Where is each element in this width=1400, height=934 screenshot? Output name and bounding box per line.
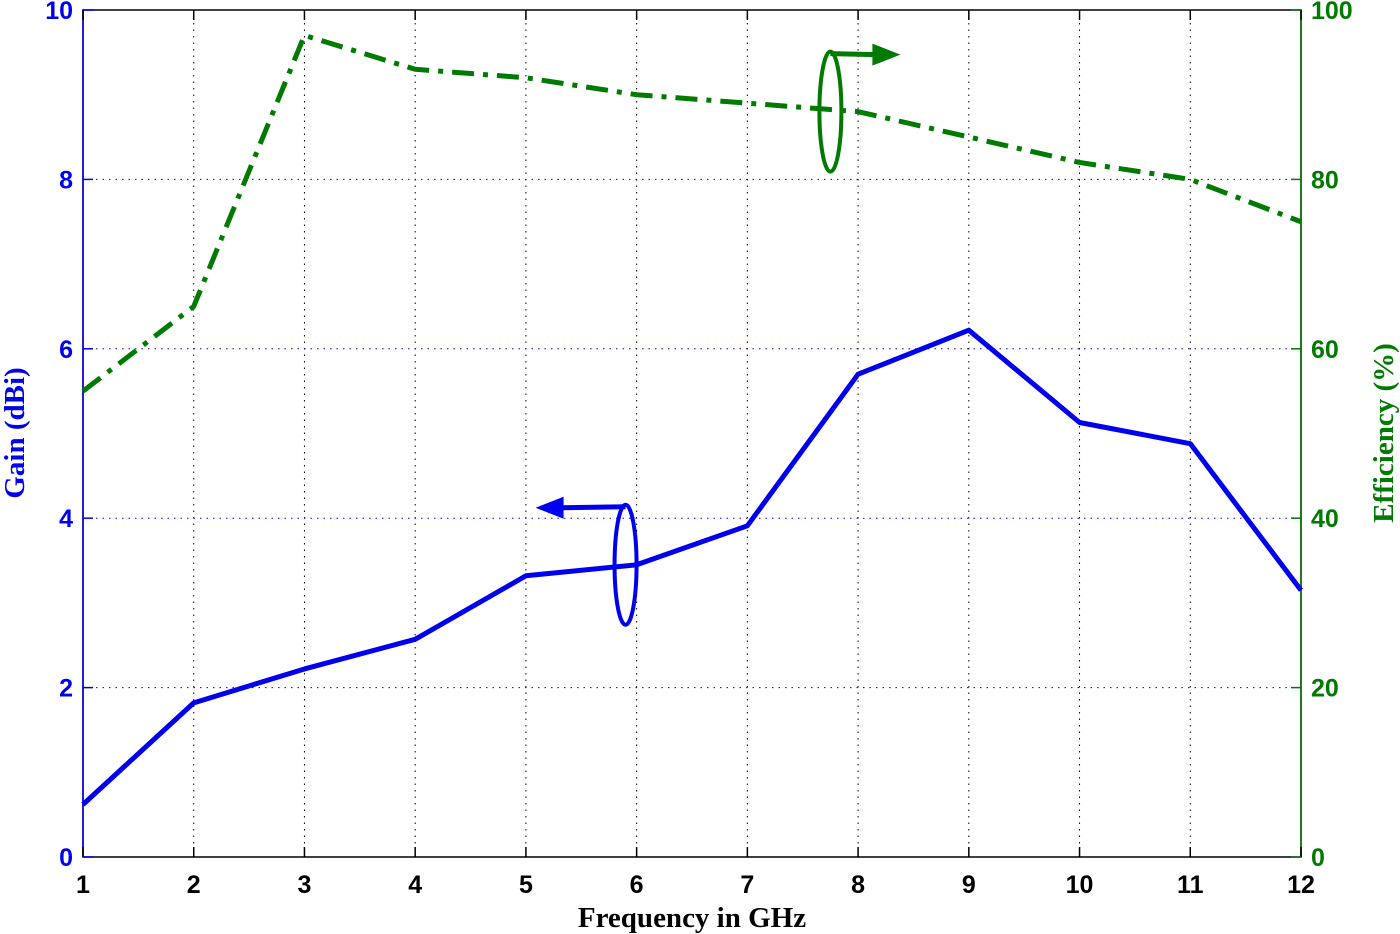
left-y-axis-label: Gain (dBi) bbox=[0, 367, 31, 498]
x-tick-label: 2 bbox=[187, 871, 201, 899]
series-lines bbox=[81, 32, 1303, 807]
right-tick-label: 20 bbox=[1311, 675, 1339, 703]
right-y-axis-label: Efficiency (%) bbox=[1368, 343, 1400, 523]
left-tick-label: 2 bbox=[59, 675, 73, 703]
right-tick-label: 0 bbox=[1311, 844, 1325, 872]
left-tick-label: 10 bbox=[45, 0, 73, 25]
x-tick-label: 10 bbox=[1066, 871, 1094, 899]
x-tick-label: 4 bbox=[408, 871, 422, 899]
right-tick-label: 80 bbox=[1311, 166, 1339, 194]
x-axis-label: Frequency in GHz bbox=[578, 902, 806, 934]
efficiency-marker-ellipse bbox=[817, 49, 844, 174]
gain-series-line bbox=[81, 327, 1303, 807]
x-tick-label: 6 bbox=[630, 871, 644, 899]
efficiency-arrow-head bbox=[872, 43, 901, 66]
right-tick-label: 40 bbox=[1311, 505, 1339, 533]
left-tick-label: 6 bbox=[59, 336, 73, 364]
grid-lines bbox=[83, 10, 1301, 857]
efficiency-arrow-shaft bbox=[830, 51, 877, 58]
x-tick-label: 11 bbox=[1177, 871, 1204, 899]
x-tick-label: 1 bbox=[76, 871, 90, 899]
x-tick-label: 5 bbox=[519, 871, 533, 899]
left-tick-label: 8 bbox=[59, 166, 73, 194]
x-tick-label: 3 bbox=[298, 871, 312, 899]
x-tick-label: 9 bbox=[962, 871, 976, 899]
right-tick-label: 100 bbox=[1311, 0, 1353, 25]
x-tick-label: 8 bbox=[851, 871, 865, 899]
plot-frame bbox=[82, 9, 1302, 858]
left-tick-label: 4 bbox=[59, 505, 73, 533]
gain-arrow-head bbox=[535, 496, 564, 519]
left-tick-label: 0 bbox=[59, 844, 73, 872]
x-tick-label: 12 bbox=[1287, 871, 1315, 899]
gain-marker-ellipse bbox=[612, 502, 639, 627]
x-tick-label: 7 bbox=[740, 871, 754, 899]
annotations bbox=[535, 43, 901, 627]
efficiency-series-line bbox=[81, 32, 1302, 394]
right-tick-label: 60 bbox=[1311, 336, 1339, 364]
gain-arrow-shaft bbox=[561, 504, 626, 511]
